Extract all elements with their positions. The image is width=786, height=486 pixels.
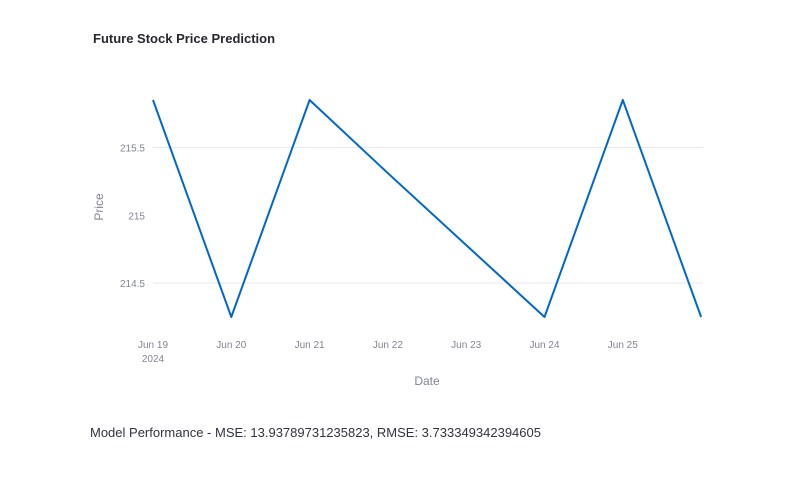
x-axis-ticks: Jun 19 Jun 20 Jun 21 Jun 22 Jun 23 Jun 24 Jun … <box>138 340 638 365</box>
grid-lines <box>153 146 703 284</box>
plot-area <box>151 98 703 319</box>
x-tick-label: Jun 22 <box>373 340 403 351</box>
y-axis-ticks: 214.5 215 215.5 <box>120 143 145 290</box>
x-tick-year-label: 2024 <box>142 354 165 365</box>
y-axis-title: Price <box>92 193 106 221</box>
chart-title: Future Stock Price Prediction <box>93 31 275 46</box>
data-point[interactable] <box>151 98 155 102</box>
y-tick-label: 214.5 <box>120 279 145 290</box>
data-point[interactable] <box>386 171 390 175</box>
model-performance-text: Model Performance - MSE: 13.937897312358… <box>90 425 541 440</box>
data-point[interactable] <box>308 98 312 102</box>
x-axis-title: Date <box>414 374 440 388</box>
data-point[interactable] <box>464 243 468 247</box>
x-tick-label: Jun 19 <box>138 340 168 351</box>
x-tick-label: Jun 24 <box>529 340 559 351</box>
x-tick-label: Jun 20 <box>216 340 246 351</box>
x-tick-label: Jun 25 <box>608 340 638 351</box>
data-point[interactable] <box>621 98 625 102</box>
x-tick-label: Jun 21 <box>295 340 325 351</box>
data-point[interactable] <box>543 315 547 319</box>
data-point[interactable] <box>229 315 233 319</box>
y-tick-label: 215 <box>128 211 145 222</box>
price-line <box>152 99 703 318</box>
data-point[interactable] <box>699 315 703 319</box>
x-tick-label: Jun 23 <box>451 340 481 351</box>
y-tick-label: 215.5 <box>120 143 145 154</box>
chart: Future Stock Price Prediction 214.521521… <box>92 31 703 388</box>
